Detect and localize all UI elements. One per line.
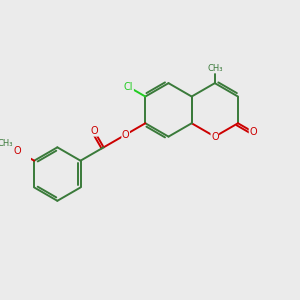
Text: O: O <box>91 126 98 136</box>
Text: CH₃: CH₃ <box>0 139 13 148</box>
Text: Cl: Cl <box>124 82 134 92</box>
Text: O: O <box>14 146 21 156</box>
Text: CH₃: CH₃ <box>207 64 223 73</box>
Text: O: O <box>211 132 219 142</box>
Text: O: O <box>249 127 257 137</box>
Text: O: O <box>122 130 130 140</box>
